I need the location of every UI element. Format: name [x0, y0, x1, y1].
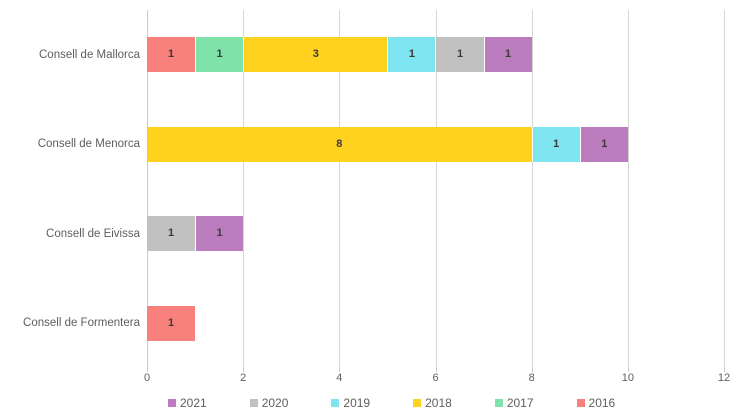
segment-value-label: 1: [553, 137, 560, 150]
segment-value-label: 1: [167, 227, 175, 240]
legend-swatch-icon: [494, 399, 503, 407]
legend-item-2016[interactable]: 2016: [576, 396, 616, 410]
bar-segment-2020[interactable]: 1: [147, 216, 196, 252]
legend-label: 2021: [180, 396, 207, 410]
category-label: Consell de Eivissa: [46, 227, 140, 240]
segment-value-label: 1: [408, 48, 415, 61]
bar-segment-2018[interactable]: 8: [147, 126, 532, 162]
bar-row: 8 1 1: [147, 126, 628, 162]
legend-swatch-icon: [168, 399, 176, 407]
x-tick-mark: [147, 368, 148, 372]
grid-line: [339, 10, 341, 368]
segment-value-label: 1: [216, 227, 223, 240]
bar-segment-2019[interactable]: 1: [387, 37, 436, 73]
segment-value-label: 8: [336, 137, 343, 150]
x-tick-label: 6: [432, 372, 439, 384]
segment-value-label: 1: [456, 48, 464, 61]
bar-segment-2019[interactable]: 1: [531, 126, 580, 162]
grid-line: [243, 10, 245, 368]
category-label: Consell de Menorca: [37, 138, 140, 151]
x-tick-label: 0: [143, 372, 151, 384]
x-tick-label: 8: [528, 372, 535, 384]
bar-segment-2016[interactable]: 1: [147, 305, 196, 341]
legend-item-2018[interactable]: 2018: [413, 397, 452, 409]
x-tick-mark: [243, 368, 245, 372]
bar-segment-2016[interactable]: 1: [147, 37, 196, 73]
legend-item-2019[interactable]: 2019: [331, 397, 370, 409]
bar-row: 1: [147, 305, 196, 341]
legend-item-2020[interactable]: 2020: [249, 396, 289, 410]
bar-segment-2020[interactable]: 1: [435, 37, 484, 73]
grid-line: [435, 10, 437, 368]
x-tick-label: 12: [717, 372, 731, 384]
legend: 2021 2020 2019 2018 2017 2016: [168, 397, 615, 409]
x-tick-mark: [435, 368, 437, 372]
grid-line: [627, 10, 629, 368]
legend-item-2021[interactable]: 2021: [168, 397, 207, 409]
bar-segment-2017[interactable]: 1: [195, 37, 244, 73]
segment-value-label: 1: [167, 48, 175, 61]
segment-value-label: 1: [167, 316, 175, 329]
legend-swatch-icon: [413, 399, 422, 407]
segment-value-label: 3: [312, 48, 319, 61]
legend-label: 2016: [588, 396, 616, 410]
legend-label: 2017: [506, 396, 534, 410]
legend-label: 2019: [343, 396, 371, 410]
bar-segment-2021[interactable]: 1: [195, 216, 244, 252]
x-tick-mark: [339, 368, 341, 372]
segment-value-label: 1: [601, 137, 608, 150]
x-tick-label: 10: [621, 372, 634, 384]
legend-label: 2020: [261, 396, 289, 410]
x-tick-mark: [627, 368, 629, 372]
grid-line: [531, 10, 533, 368]
category-label: Consell de Mallorca: [39, 48, 140, 61]
x-tick-mark: [724, 368, 725, 372]
x-tick-label: 4: [336, 372, 343, 384]
bar-segment-2021[interactable]: 1: [579, 126, 628, 162]
legend-swatch-icon: [331, 399, 340, 407]
bar-segment-2018[interactable]: 3: [243, 37, 388, 73]
segment-value-label: 1: [505, 48, 512, 61]
legend-swatch-icon: [249, 399, 258, 407]
x-tick-label: 2: [240, 372, 247, 384]
segment-value-label: 1: [216, 48, 223, 61]
grid-line: [147, 10, 148, 368]
legend-item-2017[interactable]: 2017: [494, 396, 534, 410]
legend-swatch-icon: [576, 399, 585, 407]
category-label: Consell de Formentera: [23, 317, 140, 330]
grid-line: [724, 10, 725, 368]
legend-label: 2018: [425, 396, 452, 410]
bar-segment-2021[interactable]: 1: [483, 37, 532, 73]
bar-row: 1 1 3 1 1 1: [147, 37, 532, 73]
x-tick-mark: [531, 368, 533, 372]
